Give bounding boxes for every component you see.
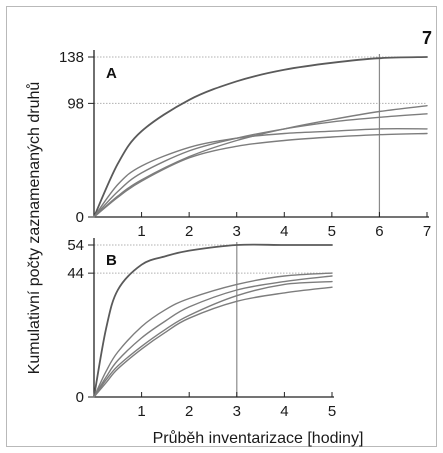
- y-axis-label: Kumulativní počty zaznamenaných druhů: [25, 82, 43, 375]
- panel-a-x-tick-label-1: 1: [137, 223, 145, 240]
- panel-a-y-tick-label-138: 138: [59, 49, 84, 66]
- figure-frame: [6, 6, 437, 447]
- panel-a-x-tick-label-2: 2: [185, 223, 193, 240]
- figure-number: 7: [422, 28, 432, 48]
- panel-a-x-tick-label-5: 5: [328, 223, 336, 240]
- panel-b-label: B: [106, 252, 117, 269]
- panel-a-x-tick-label-6: 6: [375, 223, 383, 240]
- panel-b-x-tick-label-2: 2: [185, 403, 193, 420]
- panel-b-series-1-line: [93, 243, 333, 398]
- panel-a-series-5-line: [93, 132, 428, 218]
- panel-b-series-5-line: [93, 286, 333, 398]
- panel-b-series-4-line: [93, 280, 333, 398]
- panel-b-x-tick-label-1: 1: [137, 403, 145, 420]
- panel-a-series-2-line: [93, 105, 428, 218]
- x-axis-label: Průběh inventarizace [hodiny]: [153, 429, 364, 447]
- panel-a-label: A: [106, 65, 117, 82]
- panel-b-x-tick-label-4: 4: [280, 403, 288, 420]
- figure-number-text: 7: [422, 28, 432, 48]
- panel-a-series-4-line: [93, 128, 428, 218]
- panel-a-series-1-line: [93, 56, 428, 218]
- panel-b-series-2-line: [93, 272, 333, 398]
- panel-b-x-tick-label-3: 3: [233, 403, 241, 420]
- panel-b-series-3-line: [93, 275, 333, 398]
- panel-b-x-tick-label-5: 5: [328, 403, 336, 420]
- panel-b-y-tick-label-54: 54: [67, 237, 84, 254]
- panel-a-x-tick-label-7: 7: [423, 223, 431, 240]
- panel-b-chart: 1 2 3 4 5 0 44 54 B: [67, 237, 336, 420]
- panel-a-y-tick-label-98: 98: [67, 95, 84, 112]
- panel-a-y-tick-label-0: 0: [76, 209, 84, 226]
- panel-a-x-tick-label-4: 4: [280, 223, 288, 240]
- panel-a-x-tick-label-3: 3: [233, 223, 241, 240]
- panel-b-y-tick-label-44: 44: [67, 265, 84, 282]
- panel-a-chart: 1 2 3 4 5 6 7 0 98 138 A: [59, 49, 431, 240]
- panel-b-y-tick-label-0: 0: [76, 389, 84, 406]
